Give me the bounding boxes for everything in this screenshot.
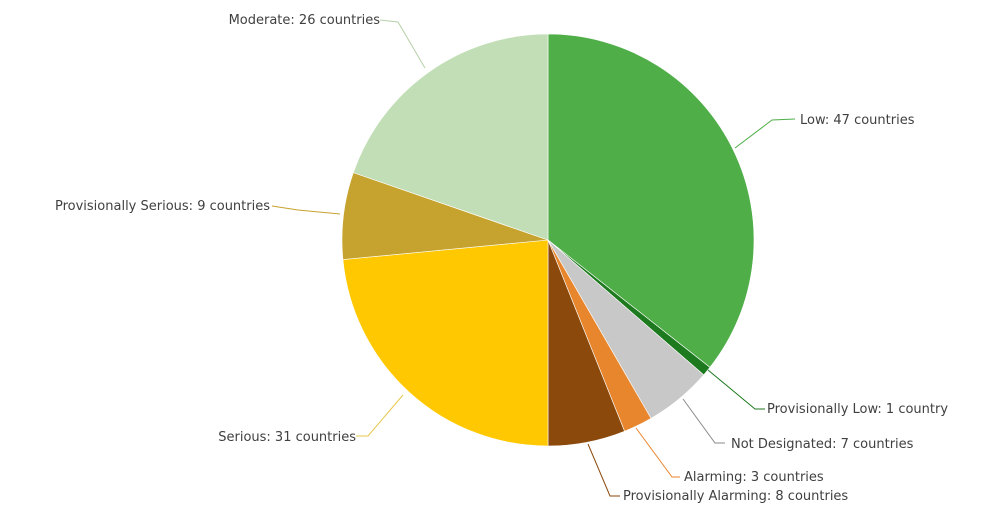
slice-label-serious: Serious: 31 countries: [218, 430, 356, 445]
leader-line-alarming: [635, 427, 680, 478]
leader-line-provisionally-alarming: [587, 443, 620, 497]
leader-line-provisionally-serious: [271, 205, 341, 215]
leader-line-low: [734, 118, 796, 149]
leader-line-moderate: [379, 19, 426, 69]
slice-label-low: Low: 47 countries: [800, 113, 915, 128]
slice-label-provisionally-low: Provisionally Low: 1 country: [767, 402, 948, 417]
leader-line-provisionally-low: [707, 369, 765, 410]
leader-lines: [271, 19, 796, 497]
slice-label-provisionally-alarming: Provisionally Alarming: 8 countries: [623, 489, 848, 504]
slice-labels: Low: 47 countries Provisionally Low: 1 c…: [55, 13, 948, 504]
pie-slices: [341, 33, 755, 447]
slice-label-provisionally-serious: Provisionally Serious: 9 countries: [55, 199, 270, 214]
slice-label-moderate: Moderate: 26 countries: [229, 13, 381, 28]
pie-slice-low: [547, 33, 755, 368]
slice-label-not-designated: Not Designated: 7 countries: [731, 437, 914, 452]
leader-line-not-designated: [682, 398, 725, 444]
slice-label-alarming: Alarming: 3 countries: [684, 470, 824, 485]
pie-slice-moderate: [352, 33, 549, 241]
pie-slice-serious: [342, 239, 549, 447]
leader-line-serious: [356, 394, 404, 437]
